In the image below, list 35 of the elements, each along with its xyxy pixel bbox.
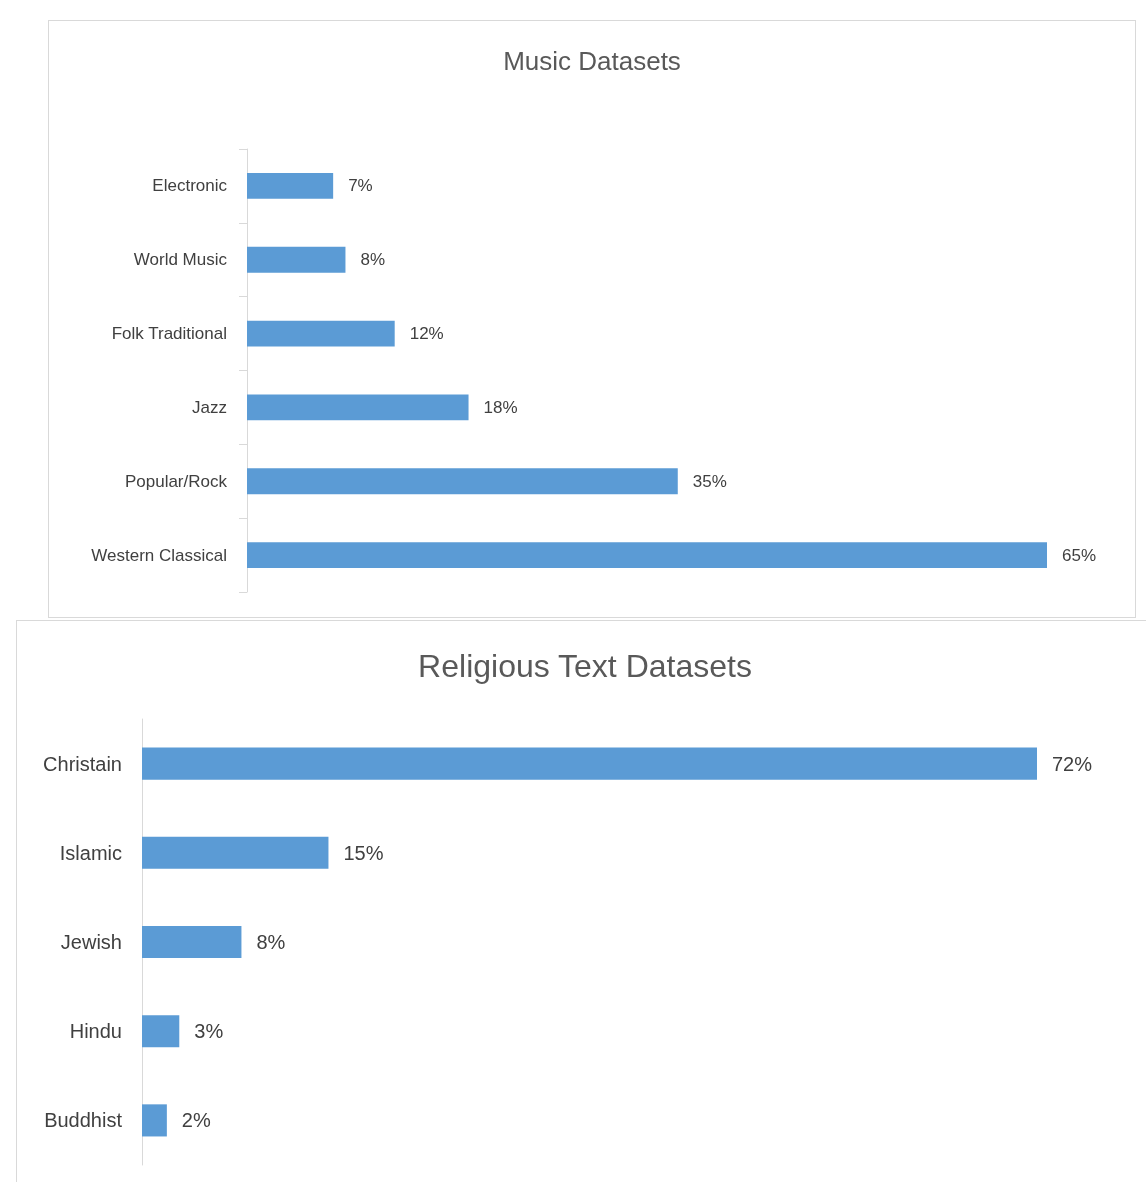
y-tick-label: Western Classical [91,545,227,565]
y-tick-label: Jazz [192,397,227,417]
y-tick-label: Folk Traditional [111,324,227,344]
data-label: 8% [360,250,386,270]
data-label: 35% [692,471,727,491]
bar [142,925,242,959]
chart-title: Religious Text Datasets [418,648,752,684]
data-label: 2% [181,1109,211,1132]
y-tick-label: Hindu [69,1020,122,1043]
bar [142,836,329,869]
data-label: 18% [483,397,518,417]
bar [247,173,334,199]
data-label: 15% [343,841,384,864]
bar [142,1015,180,1048]
data-label: 8% [256,931,286,953]
bar [142,1104,167,1137]
y-tick-label: Islamic [59,841,122,864]
data-label: 72% [1052,752,1093,775]
data-label: 3% [194,1020,224,1043]
y-tick-label: Electronic [152,176,228,196]
bar [247,246,346,273]
data-label: 65% [1062,545,1097,565]
data-label: 12% [409,324,444,344]
bar [142,747,1037,780]
bar [247,542,1047,568]
y-tick-label: Christain [43,752,122,775]
bar [247,394,469,421]
y-tick-label: Jewish [60,931,122,953]
bar [247,320,395,347]
y-tick-label: World Music [133,250,228,270]
y-tick-label: Buddhist [44,1109,123,1132]
bar [247,468,678,495]
y-tick-label: Popular/Rock [124,471,228,491]
data-label: 7% [348,176,373,196]
chart-title: Music Datasets [503,46,681,76]
